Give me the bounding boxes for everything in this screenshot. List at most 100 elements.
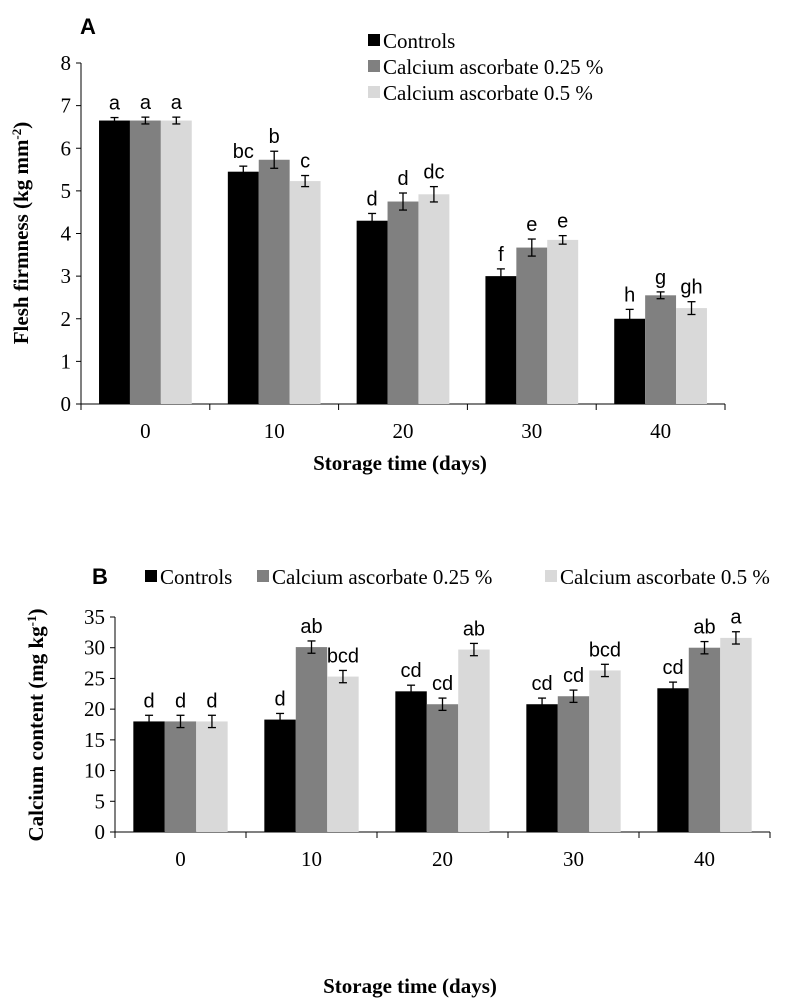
panel-a-significance-label: e [557, 211, 568, 233]
panel-a-significance-label: a [140, 92, 152, 114]
panel-b-bar [426, 704, 459, 832]
panel-b-significance-label: ab [300, 616, 322, 638]
panel-b-legend-label: Controls [160, 565, 232, 589]
panel-a-y-tick-label: 7 [61, 94, 72, 118]
panel-a-significance-label: c [300, 151, 310, 173]
panel-a-x-tick-label: 10 [264, 419, 285, 443]
panel-b-bar [395, 691, 427, 832]
panel-b-x-tick-label: 40 [694, 847, 715, 871]
panel-b-bar [133, 721, 165, 832]
panel-a-significance-label: g [655, 267, 666, 289]
panel-b-legend-label: Calcium ascorbate 0.25 % [272, 565, 492, 589]
panel-a-y-tick-label: 3 [61, 264, 72, 288]
panel-b-bar [327, 676, 359, 832]
panel-b-bar [264, 719, 296, 832]
panel-b-label: B [92, 564, 108, 589]
panel-a-x-tick-label: 0 [140, 419, 151, 443]
panel-a-bar [356, 220, 388, 404]
panel-a-bar [614, 318, 646, 404]
panel-a-significance-label: b [269, 126, 280, 148]
panel-b-y-tick-label: 5 [95, 789, 106, 813]
panel-b-legend-swatch [545, 570, 557, 582]
panel-a-legend-label: Calcium ascorbate 0.25 % [383, 55, 603, 79]
panel-a-bar [387, 201, 419, 404]
panel-b-bar [164, 721, 197, 832]
panel-a-y-tick-label: 6 [61, 136, 72, 160]
panel-b-x-tick-label: 20 [432, 847, 453, 871]
panel-b-bar [526, 704, 558, 832]
panel-b-bar [196, 721, 228, 832]
panel-a-x-tick-label: 20 [393, 419, 414, 443]
panel-a-x-axis-title: Storage time (days) [313, 451, 487, 475]
panel-a-bar [227, 171, 259, 404]
panel-b-legend-label: Calcium ascorbate 0.5 % [560, 565, 770, 589]
panel-a-legend-label: Controls [383, 29, 455, 53]
panel-b-bar [688, 647, 721, 832]
panel-a-bar [547, 239, 579, 404]
panel-a-significance-label: a [171, 92, 183, 114]
panel-b-significance-label: cd [563, 665, 584, 687]
panel-a-bar [160, 120, 192, 404]
panel-b-bar [295, 647, 328, 832]
panel-b-significance-label: d [274, 688, 285, 710]
panel-a-bar [516, 247, 548, 404]
panel-b-significance-label: d [206, 690, 217, 712]
panel-b-x-tick-label: 0 [175, 847, 186, 871]
panel-a-bar [645, 295, 677, 404]
panel-a-bar [289, 181, 321, 404]
panel-a-significance-label: dc [423, 162, 444, 184]
panel-a-significance-label: h [624, 284, 635, 306]
panel-a-x-tick-label: 40 [650, 419, 671, 443]
panel-b-x-tick-label: 10 [301, 847, 322, 871]
panel-a-legend-label: Calcium ascorbate 0.5 % [383, 81, 593, 105]
panel-b-legend-swatch [257, 570, 269, 582]
panel-b-x-tick-label: 30 [563, 847, 584, 871]
panel-b-bar [657, 688, 689, 832]
panel-b-y-tick-label: 20 [84, 697, 105, 721]
panel-b-significance-label: d [175, 690, 186, 712]
panel-a-y-tick-label: 4 [61, 222, 72, 246]
panel-a-label: A [80, 14, 96, 39]
panel-b-significance-label: cd [432, 673, 453, 695]
panel-a-significance-label: bc [233, 141, 254, 163]
panel-b-significance-label: cd [400, 660, 421, 682]
panel-a-significance-label: gh [680, 277, 702, 299]
panel-a-bar [129, 120, 161, 404]
panel-a-significance-label: a [109, 93, 121, 115]
panel-a-legend-swatch [368, 60, 380, 72]
panel-b-significance-label: bcd [327, 645, 359, 667]
panel-a-y-tick-label: 8 [61, 51, 72, 75]
panel-b-y-tick-label: 25 [84, 666, 105, 690]
panel-a-y-axis-title: Flesh firmness (kg mm-2) [9, 122, 34, 345]
panel-b-significance-label: cd [531, 673, 552, 695]
panel-b-y-tick-label: 10 [84, 759, 105, 783]
panel-b-significance-label: d [143, 690, 154, 712]
panel-b-y-axis-title: Calcium content (mg kg-1) [24, 608, 49, 841]
panel-a-legend-swatch [368, 86, 380, 98]
panel-a-y-tick-label: 5 [61, 179, 72, 203]
panel-a-bar [485, 276, 517, 404]
panel-b-x-axis-title: Storage time (days) [323, 974, 497, 998]
panel-b-y-tick-label: 0 [95, 820, 106, 844]
panel-a-significance-label: d [397, 168, 408, 190]
panel-b-significance-label: ab [693, 617, 715, 639]
panel-b-legend-swatch [145, 570, 157, 582]
panel-b-bar [720, 637, 752, 832]
panel-b-bar [458, 649, 490, 832]
panel-b-y-tick-label: 30 [84, 636, 105, 660]
panel-a-y-tick-label: 1 [61, 349, 72, 373]
panel-b-significance-label: cd [662, 657, 683, 679]
panel-a-bar [418, 194, 450, 404]
panel-a-significance-label: f [498, 244, 504, 266]
panel-b-y-tick-label: 15 [84, 728, 105, 752]
panel-a-bar [258, 159, 290, 404]
panel-b-bar [589, 670, 621, 832]
panel-a-bar [99, 120, 130, 404]
panel-a-bar [676, 308, 707, 404]
panel-a-legend-swatch [368, 34, 380, 46]
panel-b-significance-label: bcd [589, 639, 621, 661]
panel-a-significance-label: d [367, 188, 378, 210]
panel-b-significance-label: a [730, 607, 742, 629]
panel-b-significance-label: ab [463, 618, 485, 640]
